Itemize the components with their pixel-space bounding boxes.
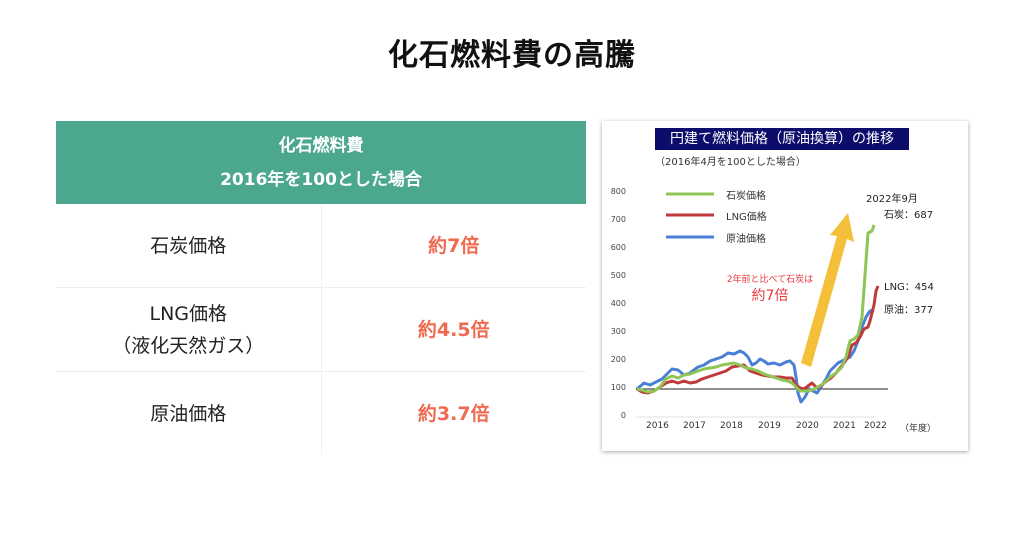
row-value: 約4.5倍 (417, 318, 490, 341)
chart-title: 円建て燃料価格（原油換算）の推移 (655, 128, 909, 150)
annotation-date: 2022年9月 (866, 194, 918, 205)
fuel-price-chart: 円建て燃料価格（原油換算）の推移 （2016年4月を100とした場合） 800 … (602, 121, 968, 451)
y-tick: 400 (610, 299, 626, 308)
chart-plot (636, 192, 888, 418)
table-header-title: 化石燃料費 (278, 135, 364, 156)
series-oil-line (636, 308, 875, 404)
x-tick: 2016 (646, 421, 669, 431)
page-title: 化石燃料費の高騰 (388, 38, 636, 73)
x-tick: 2018 (720, 421, 743, 431)
table-row-lng: LNG価格 （液化天然ガス） 約4.5倍 (56, 288, 586, 372)
x-tick: 2020 (796, 421, 819, 431)
annotation-oil: 原油：377 (884, 305, 934, 316)
fuel-cost-table: 化石燃料費 2016年を100とした場合 石炭価格 約7倍 LNG価格 （液化天… (56, 121, 586, 455)
table-header-subtitle: 2016年を100とした場合 (220, 169, 422, 190)
callout-line1: 2年前と比べて石炭は (726, 275, 814, 285)
y-tick: 800 (610, 187, 626, 196)
table-header: 化石燃料費 2016年を100とした場合 (56, 121, 586, 204)
annotation-lng: LNG：454 (884, 282, 934, 293)
row-label: 石炭価格 (56, 204, 322, 287)
row-value: 約7倍 (428, 234, 480, 257)
y-tick: 300 (610, 327, 626, 336)
series-lng-line (636, 285, 880, 395)
x-tick: 2019 (758, 421, 781, 431)
x-tick: 2021 (833, 421, 856, 431)
y-tick: 100 (610, 383, 626, 392)
legend-coal: 石炭価格 (726, 191, 766, 202)
row-label-text: 原油価格 (150, 402, 227, 425)
y-tick: 200 (610, 355, 626, 364)
legend-oil: 原油価格 (726, 234, 766, 245)
row-label: 原油価格 (56, 372, 322, 455)
x-tick: 2017 (683, 421, 706, 431)
callout-line2: 約7倍 (751, 288, 789, 304)
x-axis-unit: （年度） (900, 424, 937, 434)
annotation-coal: 石炭：687 (884, 210, 934, 221)
row-label: LNG価格 （液化天然ガス） (56, 288, 322, 371)
x-tick: 2022 (864, 421, 887, 431)
row-value: 約3.7倍 (417, 402, 490, 425)
y-tick: 0 (620, 411, 626, 420)
row-label-text: 石炭価格 (150, 234, 227, 257)
chart-subtitle: （2016年4月を100とした場合） (655, 157, 806, 168)
row-label-text: LNG価格 (149, 302, 228, 325)
table-row-oil: 原油価格 約3.7倍 (56, 372, 586, 455)
y-tick: 700 (610, 215, 626, 224)
y-tick: 600 (610, 243, 626, 252)
legend-lng: LNG価格 (726, 212, 767, 223)
row-label-subtext: （液化天然ガス） (112, 334, 265, 357)
series-coal-line (636, 224, 876, 394)
y-tick: 500 (610, 271, 626, 280)
trend-arrow (801, 213, 854, 367)
table-row-coal: 石炭価格 約7倍 (56, 204, 586, 288)
